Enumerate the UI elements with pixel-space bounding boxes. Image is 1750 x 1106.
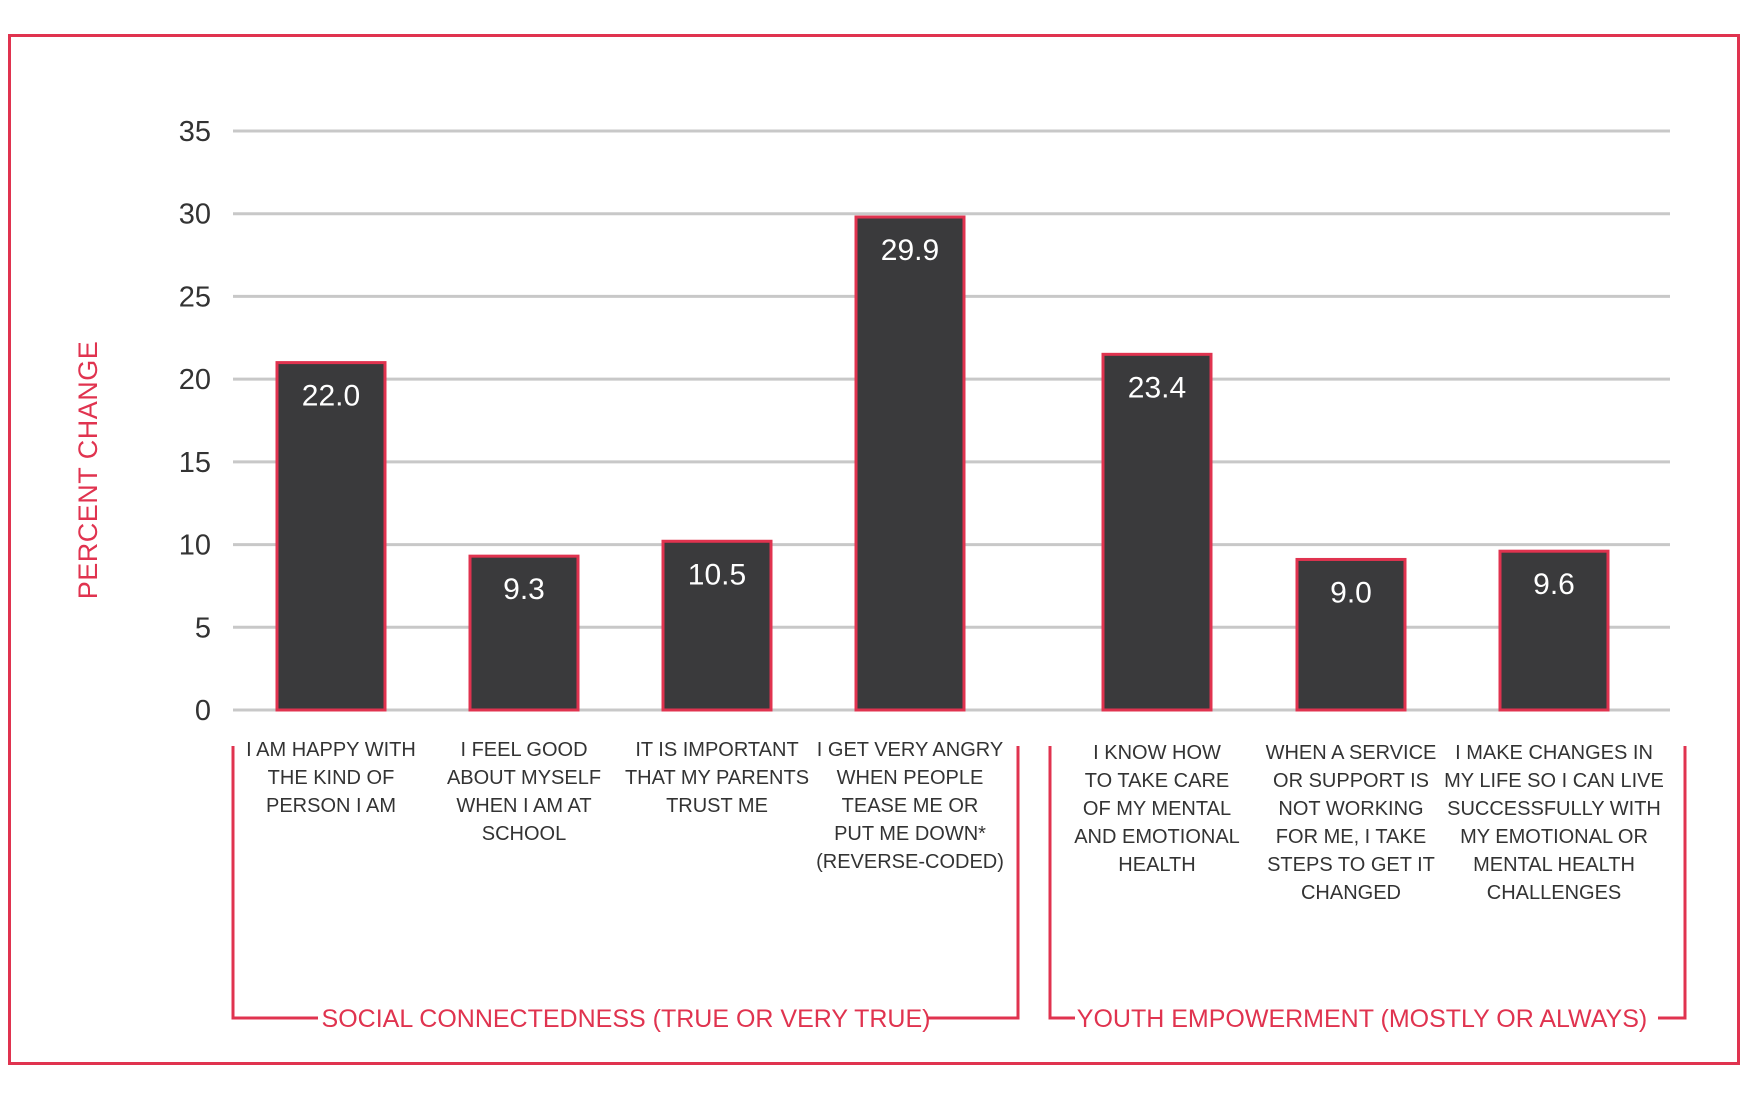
- category-label-line: WHEN I AM AT: [456, 795, 591, 817]
- bar: [1101, 352, 1213, 712]
- category-label-line: TRUST ME: [666, 795, 768, 817]
- y-tick-label: 30: [179, 199, 211, 231]
- y-axis-label: PERCENT CHANGE: [73, 341, 103, 600]
- group-brackets: SOCIAL CONNECTEDNESS (TRUE OR VERY TRUE)…: [231, 746, 1687, 1033]
- category-label-line: PUT ME DOWN*: [834, 823, 986, 845]
- y-tick-label: 5: [195, 612, 211, 644]
- bar-value-label: 22.0: [302, 380, 360, 413]
- category-label-line: MY LIFE SO I CAN LIVE: [1444, 770, 1664, 792]
- category-label-line: I GET VERY ANGRY: [817, 739, 1003, 761]
- category-label-line: MY EMOTIONAL OR: [1460, 826, 1648, 848]
- category-label: I AM HAPPY WITH THE KIND OF PERSON I AM: [246, 739, 416, 817]
- category-label: I MAKE CHANGES IN MY LIFE SO I CAN LIVE SU…: [1444, 742, 1664, 904]
- category-label: I GET VERY ANGRY WHEN PEOPLE TEASE ME OR PU…: [816, 739, 1004, 873]
- group-label: SOCIAL CONNECTEDNESS (TRUE OR VERY TRUE): [322, 1005, 931, 1033]
- chart-frame: [8, 34, 1740, 1065]
- group-label: YOUTH EMPOWERMENT (MOSTLY OR ALWAYS): [1077, 1005, 1647, 1033]
- category-label-line: I FEEL GOOD: [460, 739, 587, 761]
- bar-value-label: 29.9: [881, 234, 939, 267]
- category-label-line: TO TAKE CARE: [1085, 770, 1229, 792]
- y-tick-label: 0: [195, 695, 211, 727]
- category-label: I FEEL GOOD ABOUT MYSELF WHEN I AM AT SCHOO…: [447, 739, 601, 845]
- category-label-line: WHEN PEOPLE: [837, 767, 984, 789]
- y-tick-label: 20: [179, 364, 211, 396]
- category-label-line: TEASE ME OR: [842, 795, 979, 817]
- y-axis-ticks: 0 5 10 15 20 25 30 35: [179, 116, 211, 727]
- category-label-line: SUCCESSFULLY WITH: [1447, 798, 1661, 820]
- y-tick-label: 10: [179, 530, 211, 562]
- bar-value-label: 9.6: [1533, 568, 1575, 601]
- category-label-line: NOT WORKING: [1278, 798, 1423, 820]
- category-label-line: OR SUPPORT IS: [1273, 770, 1429, 792]
- group-bracket: SOCIAL CONNECTEDNESS (TRUE OR VERY TRUE): [231, 746, 1020, 1033]
- category-label-line: STEPS TO GET IT: [1267, 854, 1435, 876]
- bar-value-label: 10.5: [688, 558, 746, 591]
- gridlines: [233, 129, 1670, 712]
- category-label-line: CHANGED: [1301, 882, 1401, 904]
- category-label-line: FOR ME, I TAKE: [1276, 826, 1426, 848]
- bar: [661, 539, 773, 712]
- bar: [854, 215, 966, 712]
- category-label-line: (REVERSE-CODED): [816, 851, 1004, 873]
- bar: [1295, 557, 1407, 712]
- category-label-line: I MAKE CHANGES IN: [1455, 742, 1653, 764]
- y-tick-label: 25: [179, 281, 211, 313]
- bar-value-label: 9.0: [1330, 576, 1372, 609]
- category-label-line: HEALTH: [1118, 854, 1195, 876]
- category-label-line: I KNOW HOW: [1093, 742, 1221, 764]
- category-label-line: OF MY MENTAL: [1083, 798, 1231, 820]
- category-labels: I AM HAPPY WITH THE KIND OF PERSON I AM I F…: [246, 739, 1664, 904]
- category-label-line: MENTAL HEALTH: [1473, 854, 1635, 876]
- category-label-line: I AM HAPPY WITH: [246, 739, 416, 761]
- category-label-line: WHEN A SERVICE: [1266, 742, 1437, 764]
- category-label-line: CHALLENGES: [1487, 882, 1622, 904]
- bar: [275, 361, 387, 712]
- bracket-line: [231, 746, 1020, 1020]
- data-labels: 22.0 9.3 10.5 29.9 23.4 9.0 9.6: [302, 234, 1575, 609]
- category-label-line: PERSON I AM: [266, 795, 396, 817]
- category-label-line: IT IS IMPORTANT: [635, 739, 798, 761]
- bar-value-label: 23.4: [1128, 371, 1186, 404]
- y-tick-label: 35: [179, 116, 211, 148]
- category-label-line: THE KIND OF: [268, 767, 395, 789]
- bars: [275, 215, 1610, 712]
- category-label: WHEN A SERVICE OR SUPPORT IS NOT WORKING FO…: [1266, 742, 1437, 904]
- category-label: IT IS IMPORTANT THAT MY PARENTS TRUST ME: [625, 739, 809, 817]
- y-tick-label: 15: [179, 447, 211, 479]
- bar-value-label: 9.3: [503, 573, 545, 606]
- bar: [1498, 549, 1610, 712]
- bar: [468, 554, 580, 712]
- category-label-line: ABOUT MYSELF: [447, 767, 601, 789]
- category-label-line: AND EMOTIONAL: [1074, 826, 1240, 848]
- category-label-line: THAT MY PARENTS: [625, 767, 809, 789]
- category-label: I KNOW HOW TO TAKE CARE OF MY MENTAL AND EM…: [1074, 742, 1240, 876]
- bracket-line: [1048, 746, 1687, 1020]
- category-label-line: SCHOOL: [482, 823, 566, 845]
- group-bracket: YOUTH EMPOWERMENT (MOSTLY OR ALWAYS): [1048, 746, 1687, 1033]
